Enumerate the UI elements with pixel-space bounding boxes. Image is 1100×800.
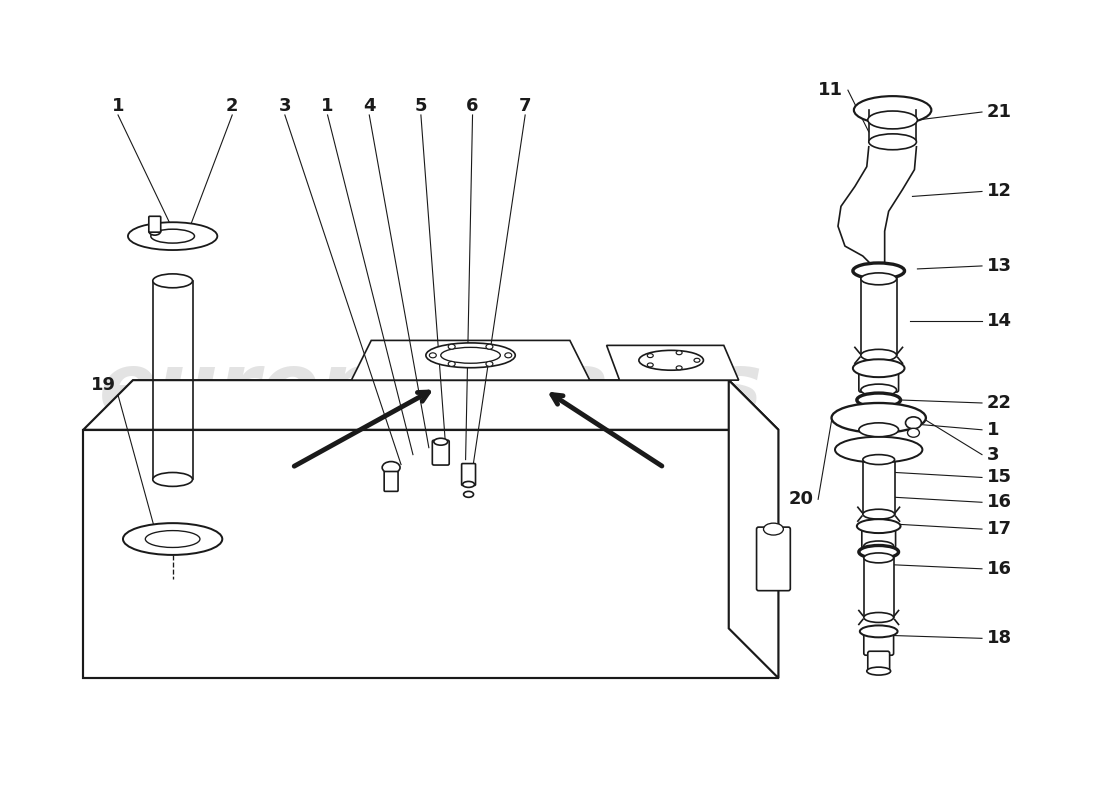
- Ellipse shape: [486, 344, 493, 349]
- Text: 1: 1: [321, 97, 333, 115]
- Ellipse shape: [763, 523, 783, 535]
- Ellipse shape: [864, 553, 893, 563]
- Polygon shape: [728, 380, 779, 678]
- Text: 13: 13: [987, 257, 1012, 275]
- Text: 7: 7: [519, 97, 531, 115]
- Polygon shape: [84, 380, 779, 430]
- Ellipse shape: [852, 263, 904, 279]
- Ellipse shape: [151, 229, 195, 243]
- Ellipse shape: [486, 362, 493, 366]
- FancyBboxPatch shape: [432, 440, 449, 465]
- Polygon shape: [84, 430, 779, 678]
- Ellipse shape: [448, 344, 455, 349]
- Text: 18: 18: [987, 630, 1012, 647]
- Text: 3: 3: [278, 97, 292, 115]
- Ellipse shape: [905, 417, 922, 429]
- Text: 2: 2: [226, 97, 239, 115]
- Text: 14: 14: [987, 311, 1012, 330]
- Ellipse shape: [429, 353, 437, 358]
- Ellipse shape: [864, 541, 893, 551]
- Ellipse shape: [854, 96, 932, 124]
- Ellipse shape: [861, 350, 896, 362]
- Text: 17: 17: [987, 520, 1012, 538]
- Text: 5: 5: [415, 97, 427, 115]
- Ellipse shape: [867, 667, 891, 675]
- Ellipse shape: [835, 437, 923, 462]
- FancyBboxPatch shape: [462, 463, 475, 486]
- Ellipse shape: [441, 347, 500, 363]
- Ellipse shape: [676, 366, 682, 370]
- Text: 1: 1: [112, 97, 124, 115]
- FancyBboxPatch shape: [859, 366, 899, 392]
- Ellipse shape: [505, 353, 512, 358]
- Ellipse shape: [463, 491, 473, 498]
- FancyBboxPatch shape: [757, 527, 790, 590]
- Ellipse shape: [859, 423, 899, 437]
- Ellipse shape: [148, 227, 161, 235]
- Text: 1: 1: [987, 421, 1000, 438]
- Ellipse shape: [832, 403, 926, 433]
- Ellipse shape: [123, 523, 222, 555]
- Ellipse shape: [448, 362, 455, 366]
- Ellipse shape: [869, 134, 916, 150]
- Ellipse shape: [694, 358, 700, 362]
- Ellipse shape: [153, 473, 192, 486]
- Ellipse shape: [852, 359, 904, 377]
- Ellipse shape: [153, 274, 192, 288]
- Ellipse shape: [426, 343, 515, 368]
- Text: 12: 12: [987, 182, 1012, 201]
- Text: 15: 15: [987, 469, 1012, 486]
- Ellipse shape: [676, 350, 682, 354]
- Text: 16: 16: [987, 494, 1012, 511]
- Ellipse shape: [463, 482, 474, 487]
- Ellipse shape: [862, 510, 894, 519]
- Ellipse shape: [861, 273, 896, 285]
- Text: 20: 20: [789, 490, 813, 508]
- Ellipse shape: [639, 350, 703, 370]
- Text: 22: 22: [987, 394, 1012, 412]
- Ellipse shape: [128, 222, 218, 250]
- Polygon shape: [606, 346, 739, 380]
- FancyBboxPatch shape: [384, 471, 398, 491]
- Text: 6: 6: [466, 97, 478, 115]
- Ellipse shape: [868, 111, 917, 129]
- Ellipse shape: [908, 428, 920, 438]
- Ellipse shape: [862, 454, 894, 465]
- Ellipse shape: [861, 384, 896, 396]
- Ellipse shape: [860, 626, 898, 638]
- Text: 4: 4: [363, 97, 375, 115]
- FancyBboxPatch shape: [861, 524, 895, 548]
- Ellipse shape: [647, 363, 653, 367]
- Ellipse shape: [857, 519, 901, 533]
- FancyBboxPatch shape: [868, 651, 890, 673]
- Ellipse shape: [859, 546, 899, 558]
- Text: 11: 11: [818, 81, 843, 99]
- Text: 19: 19: [90, 376, 116, 394]
- Text: a passion for parts since 1985: a passion for parts since 1985: [200, 475, 661, 504]
- Ellipse shape: [647, 354, 653, 358]
- Ellipse shape: [864, 613, 893, 622]
- Ellipse shape: [857, 393, 901, 407]
- FancyBboxPatch shape: [148, 216, 161, 232]
- Polygon shape: [351, 341, 590, 380]
- Text: 16: 16: [987, 560, 1012, 578]
- Ellipse shape: [145, 530, 200, 547]
- Ellipse shape: [382, 462, 400, 474]
- Text: europaspares: europaspares: [99, 349, 763, 431]
- Ellipse shape: [433, 438, 448, 445]
- FancyBboxPatch shape: [864, 630, 893, 655]
- Text: 21: 21: [987, 103, 1012, 121]
- Text: 3: 3: [987, 446, 1000, 464]
